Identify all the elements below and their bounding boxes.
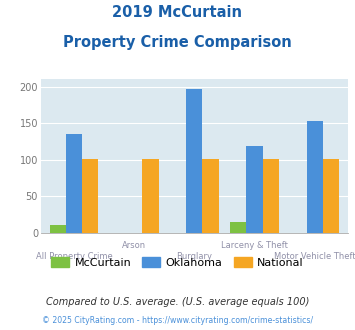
Text: Burglary: Burglary	[176, 252, 212, 261]
Bar	[186, 89, 202, 233]
Legend: McCurtain, Oklahoma, National: McCurtain, Oklahoma, National	[47, 253, 308, 272]
Bar	[50, 225, 66, 233]
Bar	[323, 159, 339, 233]
Text: Arson: Arson	[122, 241, 146, 250]
Bar	[307, 121, 323, 233]
Bar	[82, 159, 98, 233]
Bar	[142, 159, 159, 233]
Bar	[230, 222, 246, 233]
Text: Motor Vehicle Theft: Motor Vehicle Theft	[274, 252, 355, 261]
Text: 2019 McCurtain: 2019 McCurtain	[113, 5, 242, 20]
Bar	[202, 159, 219, 233]
Text: All Property Crime: All Property Crime	[36, 252, 112, 261]
Bar	[246, 146, 263, 233]
Text: © 2025 CityRating.com - https://www.cityrating.com/crime-statistics/: © 2025 CityRating.com - https://www.city…	[42, 316, 313, 325]
Bar	[263, 159, 279, 233]
Text: Compared to U.S. average. (U.S. average equals 100): Compared to U.S. average. (U.S. average …	[46, 297, 309, 307]
Bar	[66, 134, 82, 233]
Text: Property Crime Comparison: Property Crime Comparison	[63, 35, 292, 50]
Text: Larceny & Theft: Larceny & Theft	[221, 241, 288, 250]
